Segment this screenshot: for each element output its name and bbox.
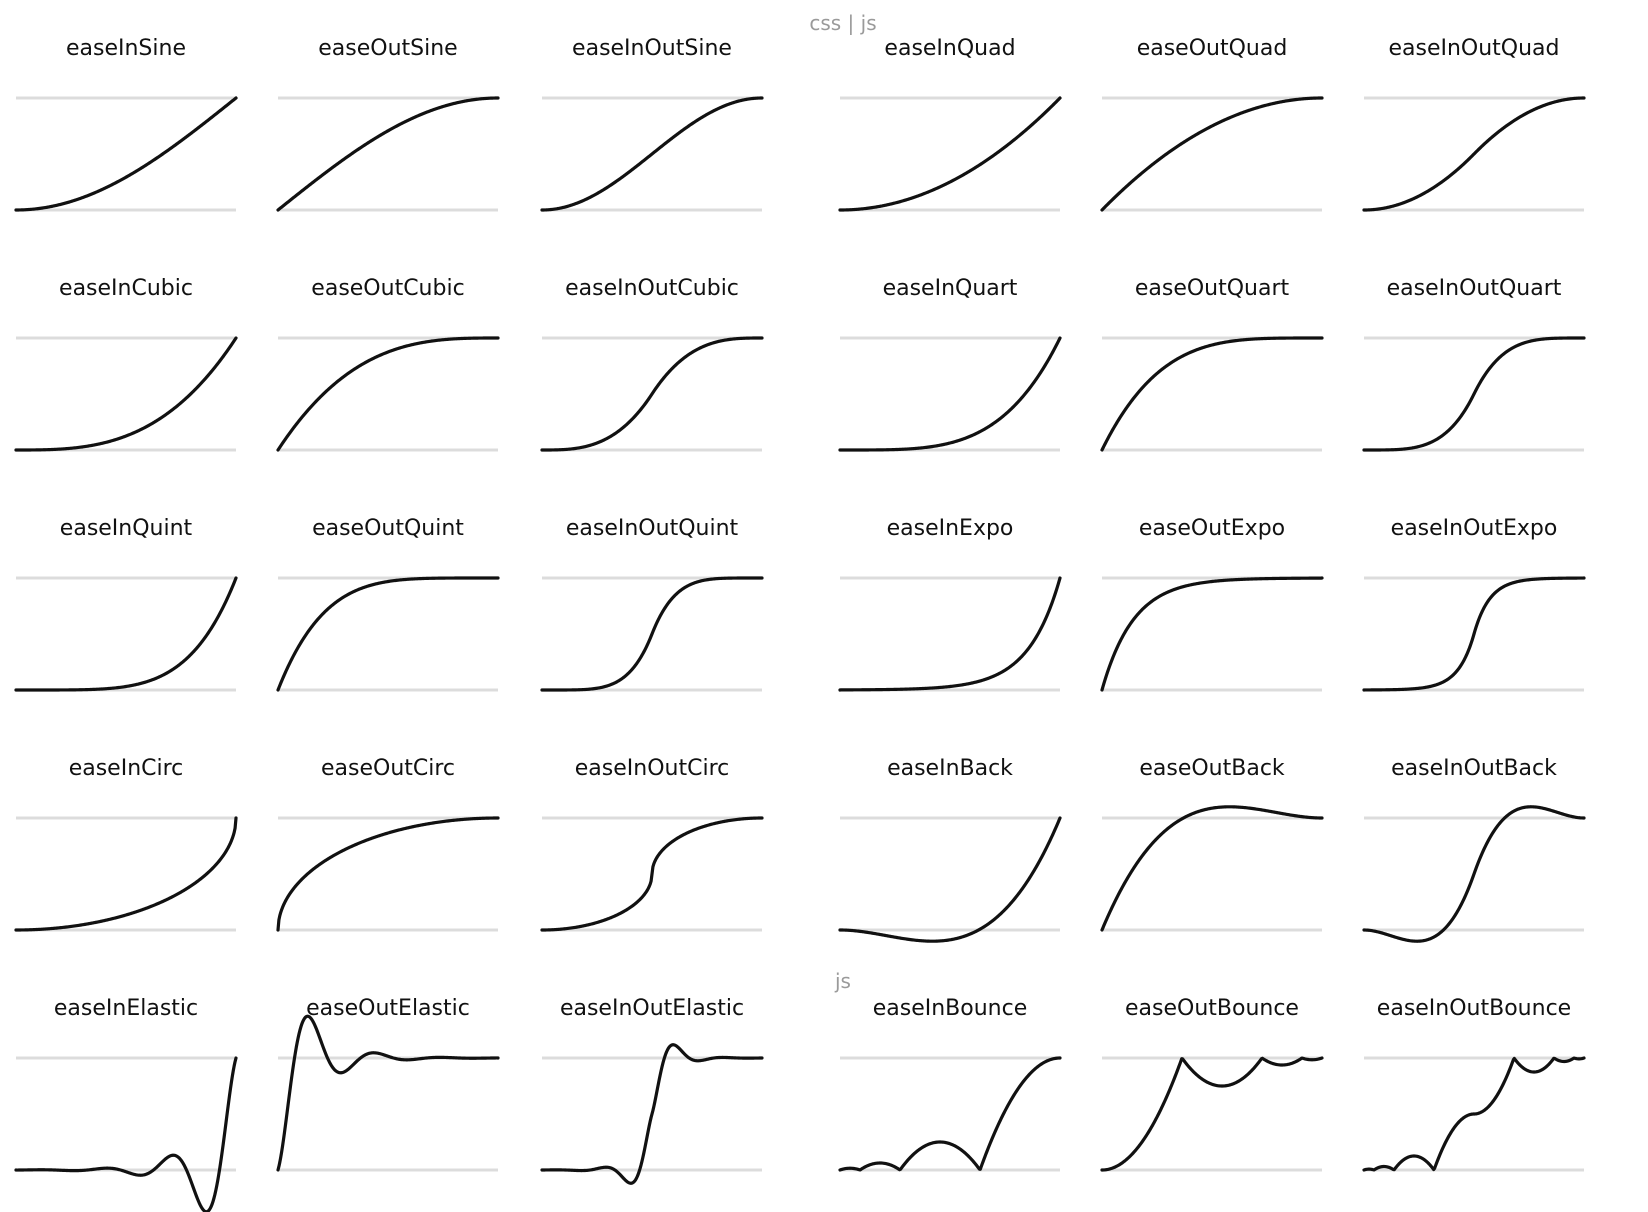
easing-title: easeInOutBack	[1391, 756, 1557, 781]
easing-cell-easeInSine: easeInSine	[14, 36, 238, 212]
easing-curve	[14, 1056, 238, 1212]
easing-title: easeInOutElastic	[560, 996, 744, 1021]
easing-cell-easeInCirc: easeInCirc	[14, 756, 238, 932]
easing-curve	[540, 1043, 764, 1185]
easing-curve	[838, 816, 1062, 943]
easing-curve	[14, 96, 238, 212]
easing-curve	[1100, 336, 1324, 452]
easing-title: easeInCubic	[59, 276, 193, 301]
easing-title: easeInOutExpo	[1391, 516, 1558, 541]
easing-cell-easeInOutSine: easeInOutSine	[540, 36, 764, 212]
easing-title: easeInBack	[887, 756, 1013, 781]
easing-title: easeInExpo	[887, 516, 1014, 541]
easing-title: easeInSine	[66, 36, 186, 61]
easing-title: easeInBounce	[873, 996, 1028, 1021]
easing-title: easeOutBack	[1139, 756, 1285, 781]
easing-cell-easeOutQuart: easeOutQuart	[1100, 276, 1324, 452]
easing-curve	[14, 816, 238, 932]
easing-curve	[540, 576, 764, 692]
easing-cell-easeInQuad: easeInQuad	[838, 36, 1062, 212]
easing-title: easeInOutQuart	[1387, 276, 1562, 301]
easing-curve	[276, 336, 500, 452]
easing-title: easeOutQuart	[1135, 276, 1290, 301]
easing-curve	[838, 336, 1062, 452]
section-label-js: js	[834, 969, 851, 993]
easing-title: easeOutQuint	[312, 516, 464, 541]
easing-curve	[1362, 336, 1586, 452]
easing-title: easeInQuad	[884, 36, 1015, 61]
easing-curve	[1100, 805, 1324, 932]
easing-title: easeOutCubic	[311, 276, 464, 301]
easing-title: easeOutBounce	[1125, 996, 1299, 1021]
easing-cell-easeOutBack: easeOutBack	[1100, 756, 1324, 932]
easing-title: easeInOutCirc	[575, 756, 729, 781]
easing-cell-easeInOutExpo: easeInOutExpo	[1362, 516, 1586, 692]
easing-curve	[14, 336, 238, 452]
easing-cells: easeInSine easeOutSine easeInOutSine easeIn…	[14, 36, 1586, 1212]
easing-curve	[838, 1056, 1062, 1172]
easing-cell-easeInOutQuart: easeInOutQuart	[1362, 276, 1586, 452]
easing-title: easeInQuart	[883, 276, 1018, 301]
easing-cell-easeInCubic: easeInCubic	[14, 276, 238, 452]
easing-title: easeInOutCubic	[565, 276, 739, 301]
easing-cell-easeInOutCubic: easeInOutCubic	[540, 276, 764, 452]
easing-cell-easeInExpo: easeInExpo	[838, 516, 1062, 692]
easing-cell-easeInQuint: easeInQuint	[14, 516, 238, 692]
easing-curve	[1362, 1056, 1586, 1172]
easing-curve	[14, 576, 238, 692]
easing-title: easeInCirc	[69, 756, 184, 781]
easing-title: easeInOutQuint	[566, 516, 739, 541]
easing-title: easeOutExpo	[1139, 516, 1285, 541]
easing-cell-easeOutBounce: easeOutBounce	[1100, 996, 1324, 1172]
easing-cell-easeOutElastic: easeOutElastic	[276, 996, 500, 1172]
easing-title: easeOutQuad	[1137, 36, 1288, 61]
easing-curve	[1100, 1056, 1324, 1172]
easing-cell-easeInBounce: easeInBounce	[838, 996, 1062, 1172]
easing-curve	[1362, 576, 1586, 692]
easing-title: easeOutSine	[318, 36, 457, 61]
easing-curve	[1100, 576, 1324, 692]
easing-curve	[838, 96, 1062, 212]
easing-cell-easeInOutCirc: easeInOutCirc	[540, 756, 764, 932]
easing-curve	[838, 576, 1062, 692]
easing-curve	[276, 96, 500, 212]
easing-curve	[276, 576, 500, 692]
easing-curve	[276, 816, 500, 932]
easing-title: easeInOutQuad	[1388, 36, 1559, 61]
easing-cell-easeOutQuad: easeOutQuad	[1100, 36, 1324, 212]
easing-cell-easeOutQuint: easeOutQuint	[276, 516, 500, 692]
easing-curve	[276, 1014, 500, 1172]
easing-cell-easeInElastic: easeInElastic	[14, 996, 238, 1212]
easing-curve	[540, 816, 764, 932]
easing-curve	[1362, 96, 1586, 212]
easing-title: easeOutCirc	[321, 756, 455, 781]
easing-cell-easeInOutBack: easeInOutBack	[1362, 756, 1586, 943]
easing-curve	[1362, 805, 1586, 943]
easing-title: easeInElastic	[54, 996, 198, 1021]
easing-cell-easeOutCirc: easeOutCirc	[276, 756, 500, 932]
easing-cell-easeOutExpo: easeOutExpo	[1100, 516, 1324, 692]
easing-cell-easeInOutElastic: easeInOutElastic	[540, 996, 764, 1185]
easing-curve	[1100, 96, 1324, 212]
easing-title: easeInQuint	[60, 516, 193, 541]
easing-title: easeOutElastic	[306, 996, 470, 1021]
easing-cell-easeInOutQuad: easeInOutQuad	[1362, 36, 1586, 212]
easing-curve	[540, 336, 764, 452]
easing-cell-easeInOutQuint: easeInOutQuint	[540, 516, 764, 692]
easing-title: easeInOutSine	[572, 36, 732, 61]
easing-curve	[540, 96, 764, 212]
easing-cell-easeOutCubic: easeOutCubic	[276, 276, 500, 452]
easing-cell-easeInQuart: easeInQuart	[838, 276, 1062, 452]
section-label-css-js: css | js	[809, 11, 876, 35]
easing-cell-easeInOutBounce: easeInOutBounce	[1362, 996, 1586, 1172]
easing-cell-easeInBack: easeInBack	[838, 756, 1062, 943]
easing-cell-easeOutSine: easeOutSine	[276, 36, 500, 212]
easing-title: easeInOutBounce	[1377, 996, 1571, 1021]
